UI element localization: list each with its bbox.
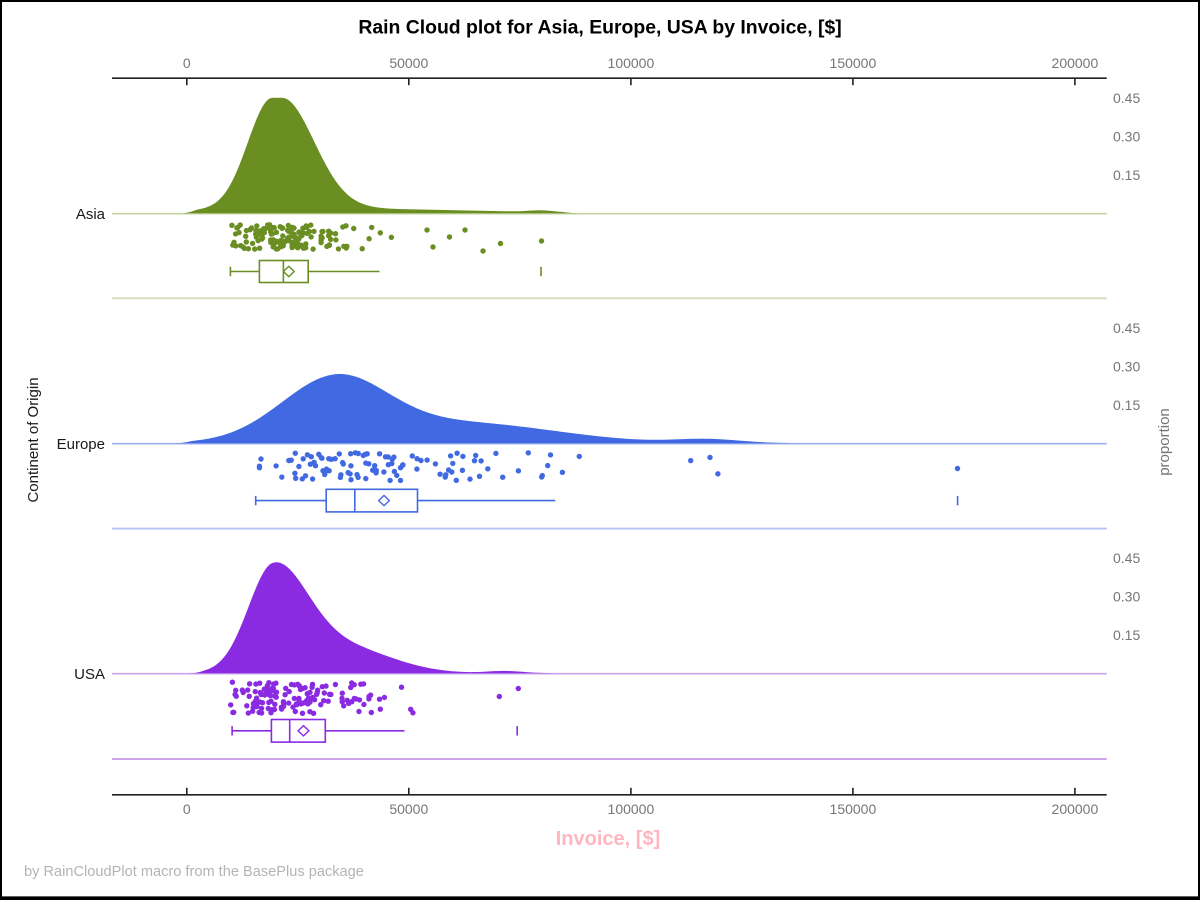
svg-text:200000: 200000 <box>1052 55 1099 71</box>
svg-text:0.15: 0.15 <box>1113 627 1140 643</box>
svg-text:50000: 50000 <box>389 801 428 817</box>
svg-text:150000: 150000 <box>830 55 877 71</box>
svg-text:0: 0 <box>183 55 191 71</box>
svg-text:Rain Cloud plot for Asia, Euro: Rain Cloud plot for Asia, Europe, USA by… <box>358 16 841 38</box>
svg-text:0.30: 0.30 <box>1113 589 1140 605</box>
svg-text:0.30: 0.30 <box>1113 129 1140 145</box>
svg-text:0.15: 0.15 <box>1113 167 1140 183</box>
svg-text:proportion: proportion <box>1156 408 1173 476</box>
svg-text:0.45: 0.45 <box>1113 90 1140 106</box>
svg-text:0: 0 <box>183 801 191 817</box>
svg-text:200000: 200000 <box>1052 801 1099 817</box>
svg-text:Invoice, [$]: Invoice, [$] <box>556 828 660 850</box>
svg-text:150000: 150000 <box>830 801 877 817</box>
svg-text:0.15: 0.15 <box>1113 397 1140 413</box>
svg-text:by RainCloudPlot macro from th: by RainCloudPlot macro from the BasePlus… <box>24 864 364 880</box>
svg-text:100000: 100000 <box>608 801 655 817</box>
svg-text:USA: USA <box>74 666 105 683</box>
svg-text:Europe: Europe <box>57 436 105 453</box>
svg-text:0.30: 0.30 <box>1113 359 1140 375</box>
svg-text:0.45: 0.45 <box>1113 320 1140 336</box>
svg-text:0.45: 0.45 <box>1113 550 1140 566</box>
svg-text:Continent of Origin: Continent of Origin <box>25 377 42 502</box>
svg-text:50000: 50000 <box>389 55 428 71</box>
svg-text:100000: 100000 <box>608 55 655 71</box>
svg-text:Asia: Asia <box>76 206 106 223</box>
